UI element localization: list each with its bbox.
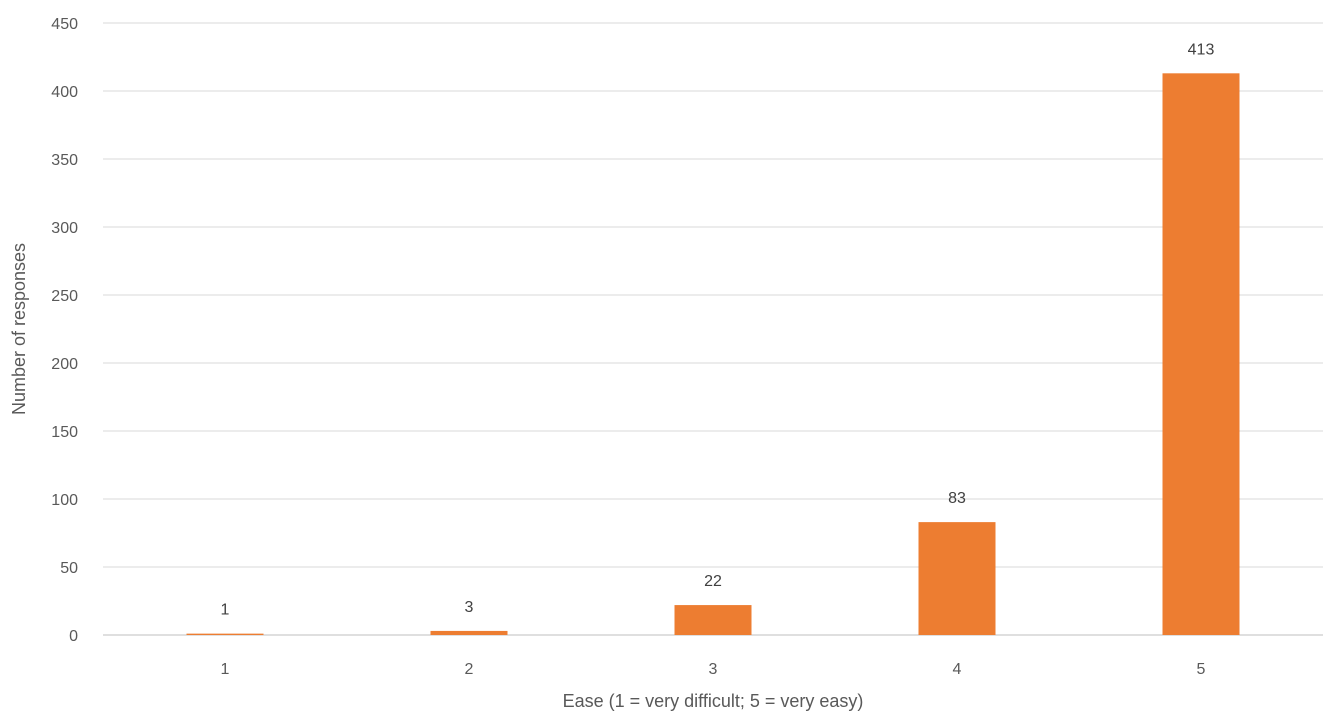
data-label: 3 <box>465 599 474 616</box>
x-tick-label: 3 <box>709 661 718 678</box>
data-label: 413 <box>1188 41 1215 58</box>
data-labels: 1 3 22 83 413 <box>221 41 1215 618</box>
y-tick-label: 100 <box>51 492 78 509</box>
x-tick-label: 5 <box>1197 661 1206 678</box>
bar-3 <box>674 605 752 635</box>
bars <box>186 73 1240 635</box>
y-tick-label: 400 <box>51 84 78 101</box>
gridlines <box>103 22 1323 636</box>
data-label: 1 <box>221 602 230 619</box>
y-tick-label: 50 <box>60 560 78 577</box>
data-label: 22 <box>704 573 722 590</box>
bar-4 <box>918 522 996 635</box>
x-tick-label: 4 <box>953 661 962 678</box>
y-tick-label: 300 <box>51 220 78 237</box>
x-tick-label: 2 <box>465 661 474 678</box>
bar-1 <box>186 633 264 635</box>
y-tick-label: 150 <box>51 424 78 441</box>
x-tick-label: 1 <box>221 661 230 678</box>
bar-2 <box>430 630 508 635</box>
y-tick-label: 350 <box>51 152 78 169</box>
y-axis-title: Number of responses <box>9 243 29 415</box>
bar-5 <box>1162 73 1240 635</box>
y-tick-label: 450 <box>51 16 78 33</box>
y-tick-label: 200 <box>51 356 78 373</box>
data-label: 83 <box>948 490 966 507</box>
x-axis-ticks: 1 2 3 4 5 <box>221 661 1206 678</box>
y-tick-label: 0 <box>69 628 78 645</box>
y-tick-label: 250 <box>51 288 78 305</box>
x-axis-title: Ease (1 = very difficult; 5 = very easy) <box>563 691 864 711</box>
y-axis-ticks: 0 50 100 150 200 250 300 350 400 450 <box>51 16 78 645</box>
